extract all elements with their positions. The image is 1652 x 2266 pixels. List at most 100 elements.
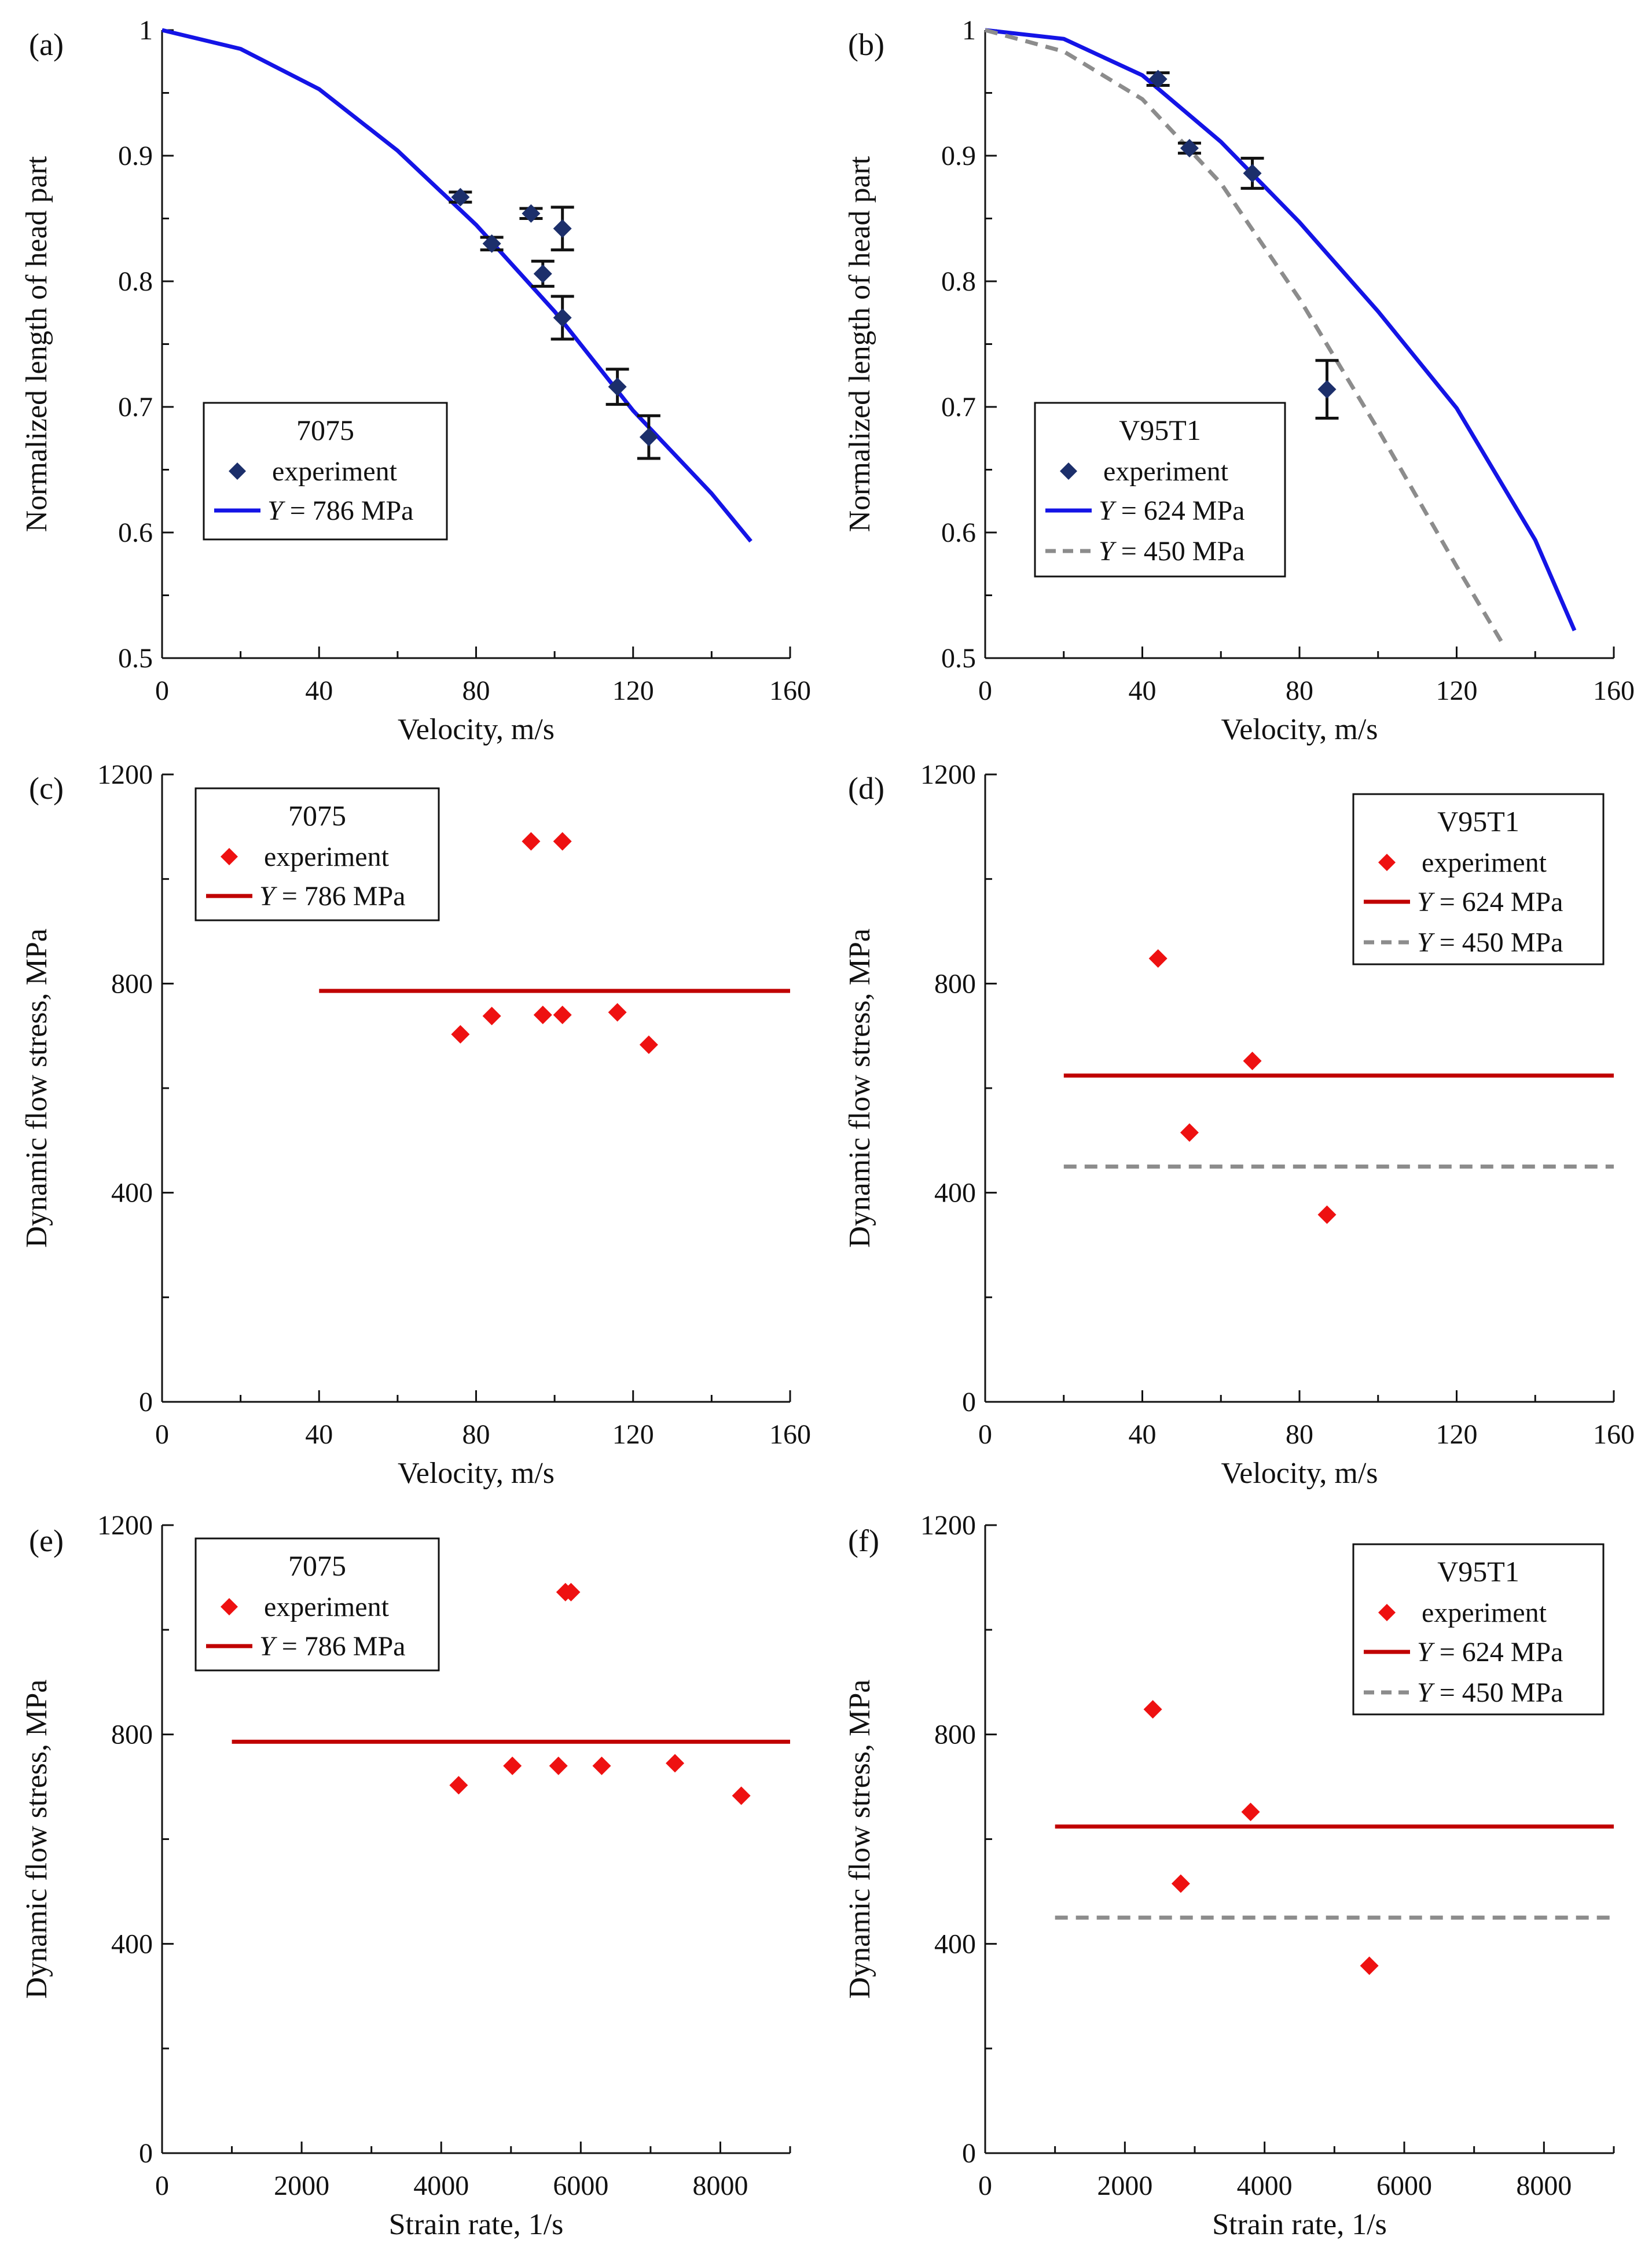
data-point — [522, 832, 541, 851]
legend-experiment-label: experiment — [264, 1592, 390, 1622]
legend-value: = 450 MPa — [1433, 1677, 1563, 1708]
legend-variable: Y — [1417, 927, 1435, 958]
panel-label: (b) — [848, 27, 884, 62]
y-tick-label: 1 — [962, 15, 976, 46]
panel-label: (e) — [29, 1523, 64, 1558]
data-point — [1180, 1123, 1199, 1142]
panel-label: (d) — [848, 771, 884, 806]
data-point — [553, 219, 572, 238]
data-point — [1180, 138, 1199, 157]
x-tick-label: 2000 — [274, 2170, 329, 2201]
y-tick-label: 0.5 — [941, 643, 976, 674]
data-point — [608, 377, 627, 396]
legend-line-label: Y = 786 MPa — [259, 1631, 405, 1662]
data-point — [451, 188, 470, 207]
x-tick-label: 40 — [1129, 1419, 1157, 1450]
y-tick-label: 1200 — [97, 1510, 153, 1541]
y-tick-label: 0 — [962, 2138, 976, 2169]
legend-marker — [229, 462, 246, 480]
y-tick-label: 400 — [934, 1178, 976, 1209]
legend-variable: Y — [1099, 536, 1117, 567]
legend-value: = 624 MPa — [1433, 887, 1563, 917]
x-tick-label: 40 — [1129, 675, 1157, 706]
panel-a: 0 40 80 120 160 0.5 0.6 0.7 0.8 0.9 1 Velocity, m/s… — [20, 15, 811, 746]
x-tick-label: 0 — [155, 1419, 169, 1450]
y-tick-label: 400 — [111, 1178, 153, 1209]
legend: 7075 experiment Y = 786 MPa — [194, 787, 440, 921]
legend-experiment-label: experiment — [1422, 1597, 1547, 1628]
data-point — [639, 1035, 658, 1055]
legend-value: = 624 MPa — [1114, 495, 1245, 526]
data-point — [553, 1005, 572, 1024]
data-point — [561, 1582, 581, 1602]
y-tick-label: 0.8 — [118, 266, 153, 297]
data-point — [592, 1756, 611, 1775]
data-point — [1317, 380, 1337, 399]
y-axis-title: Dynamic flow stress, MPa — [20, 928, 53, 1248]
x-tick-label: 6000 — [553, 2170, 608, 2201]
legend-title: V95T1 — [1119, 414, 1201, 446]
x-tick-label: 80 — [1286, 1419, 1313, 1450]
data-point — [533, 1005, 552, 1024]
y-tick-label: 0.9 — [118, 141, 153, 171]
data-point — [522, 204, 541, 223]
data-point — [1243, 1052, 1262, 1071]
x-tick-label: 40 — [305, 675, 333, 706]
x-tick-label: 120 — [612, 675, 654, 706]
y-tick-label: 0 — [139, 1387, 153, 1417]
y-tick-label: 0.6 — [941, 517, 976, 548]
x-axis-title: Strain rate, 1/s — [1212, 2208, 1387, 2241]
y-axis-title: Dynamic flow stress, MPa — [843, 1680, 876, 1999]
y-tick-label: 0.6 — [118, 517, 153, 548]
panel-label: (c) — [29, 771, 64, 806]
legend-value: = 786 MPa — [275, 881, 406, 912]
x-tick-label: 0 — [978, 1419, 992, 1450]
x-axis-title: Strain rate, 1/s — [389, 2208, 564, 2241]
panel-label: (a) — [29, 27, 64, 62]
y-tick-label: 800 — [111, 968, 153, 999]
x-tick-label: 8000 — [692, 2170, 748, 2201]
legend-marker — [1378, 1604, 1396, 1621]
data-point — [451, 1024, 470, 1044]
data-point — [1148, 69, 1168, 89]
legend-marker — [1060, 462, 1077, 480]
data-point — [503, 1756, 522, 1775]
legend-line-label: Y = 624 MPa — [1099, 495, 1244, 526]
data-point — [666, 1754, 685, 1773]
data-point — [549, 1756, 568, 1775]
legend: 7075 experiment Y = 786 MPa — [203, 402, 448, 541]
legend-variable: Y — [1099, 495, 1117, 526]
series-line — [985, 28, 1577, 631]
legend-marker — [221, 848, 238, 865]
panel-e: 0 2000 4000 6000 8000 0 400 800 1200 Strain rate,… — [20, 1510, 791, 2241]
legend-variable: Y — [1417, 1677, 1435, 1708]
legend-box — [1352, 1543, 1605, 1716]
x-tick-label: 6000 — [1376, 2170, 1432, 2201]
y-tick-label: 400 — [934, 1929, 976, 1959]
legend-experiment-label: experiment — [1422, 847, 1547, 878]
legend-box — [194, 1537, 440, 1672]
legend-experiment-label: experiment — [264, 842, 390, 872]
data-point — [1143, 1700, 1162, 1719]
legend-variable: Y — [1417, 1637, 1435, 1668]
legend-variable: Y — [259, 1631, 277, 1662]
y-tick-label: 0.5 — [118, 643, 153, 674]
x-tick-label: 40 — [305, 1419, 333, 1450]
series-line — [161, 28, 752, 543]
y-tick-label: 0.7 — [118, 392, 153, 423]
x-tick-label: 160 — [1593, 1419, 1635, 1450]
legend-box — [1034, 402, 1286, 578]
x-tick-label: 8000 — [1516, 2170, 1572, 2201]
legend-experiment-label: experiment — [1103, 456, 1229, 487]
legend-line-label: Y = 450 MPa — [1099, 536, 1244, 567]
data-point — [608, 1003, 627, 1022]
legend-line-label: Y = 624 MPa — [1417, 1637, 1563, 1668]
y-axis-title: Dynamic flow stress, MPa — [843, 928, 876, 1248]
data-point — [482, 234, 501, 253]
legend-value: = 450 MPa — [1114, 536, 1245, 567]
y-tick-label: 0.7 — [941, 392, 976, 423]
x-axis-title: Velocity, m/s — [1221, 713, 1378, 746]
y-tick-label: 800 — [934, 968, 976, 999]
